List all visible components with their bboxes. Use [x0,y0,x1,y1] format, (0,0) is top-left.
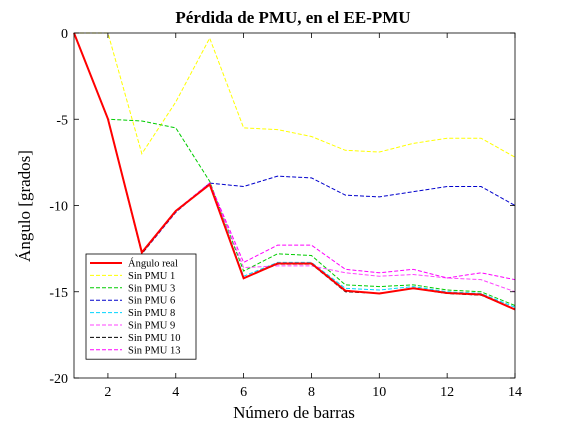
legend-label-4: Sin PMU 8 [128,308,175,319]
legend-box [85,253,197,360]
series-line-1 [74,32,516,158]
y-tick-label-2: -10 [49,200,68,215]
legend-label-3: Sin PMU 6 [128,296,175,307]
y-tick-label-0: 0 [61,27,68,42]
series-layer [73,32,516,311]
series-line-7 [73,32,516,281]
x-tick-label-0: 2 [104,385,111,400]
y-tick-label-3: -15 [49,286,68,301]
series-line-5 [73,32,516,293]
y-tick-label-1: -5 [56,113,68,128]
series-line-4 [73,32,516,308]
chart-title: Pérdida de PMU, en el EE-PMU [175,8,410,27]
legend-label-7: Sin PMU 13 [128,345,181,356]
series-line-0 [73,32,516,311]
legend-label-2: Sin PMU 3 [128,283,175,294]
legend-label-1: Sin PMU 1 [128,271,175,282]
x-axis-label: Número de barras [233,403,355,422]
y-axis-label: Ángulo [grados] [15,150,34,262]
x-tick-label-4: 10 [372,385,386,400]
y-tick-label-4: -20 [49,372,68,387]
x-tick-label-1: 4 [172,385,179,400]
series-line-2 [73,32,516,307]
x-tick-label-3: 8 [308,385,315,400]
legend-label-5: Sin PMU 9 [128,321,175,332]
ticks-layer: 2 4 6 8 10 12 14 0 -5 -10 -15 -20 [49,27,522,400]
legend-label-6: Sin PMU 10 [128,333,181,344]
x-tick-label-6: 14 [508,385,522,400]
legend-label-0: Ángulo real [128,258,178,270]
x-tick-label-5: 12 [440,385,454,400]
x-tick-label-2: 6 [240,385,247,400]
